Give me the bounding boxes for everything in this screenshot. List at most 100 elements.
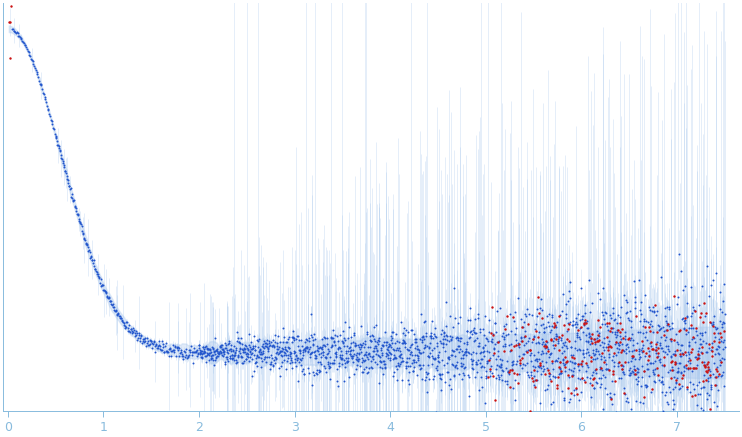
Point <box>631 378 643 385</box>
Point <box>42 105 53 112</box>
Point <box>454 313 466 320</box>
Point <box>671 301 683 308</box>
Point <box>81 240 93 247</box>
Point <box>550 336 562 343</box>
Point <box>265 338 277 345</box>
Point <box>242 354 254 361</box>
Point <box>278 339 289 346</box>
Point <box>367 355 378 362</box>
Point <box>125 327 137 334</box>
Point <box>191 352 203 359</box>
Point <box>379 328 391 335</box>
Point <box>217 348 229 355</box>
Point <box>123 322 135 329</box>
Point <box>563 338 575 345</box>
Point <box>598 316 610 323</box>
Point <box>442 354 454 361</box>
Point <box>535 322 547 329</box>
Point <box>524 346 536 353</box>
Point <box>484 355 496 362</box>
Point <box>227 346 239 353</box>
Point <box>157 343 168 350</box>
Point <box>576 375 588 382</box>
Point <box>603 366 615 373</box>
Point <box>32 73 44 80</box>
Point <box>283 334 295 341</box>
Point <box>303 350 315 357</box>
Point <box>490 396 502 403</box>
Point <box>431 363 443 370</box>
Point <box>56 158 68 165</box>
Point <box>367 353 379 360</box>
Point <box>702 367 714 374</box>
Point <box>703 359 715 366</box>
Point <box>582 339 594 346</box>
Point <box>79 236 91 243</box>
Point <box>305 331 317 338</box>
Point <box>679 315 691 322</box>
Point <box>605 343 617 350</box>
Point <box>511 423 523 430</box>
Point <box>450 353 462 360</box>
Point <box>496 362 508 369</box>
Point <box>559 342 571 349</box>
Point <box>456 376 468 383</box>
Point <box>404 380 416 387</box>
Point <box>224 354 236 361</box>
Point <box>257 343 269 350</box>
Point <box>493 374 505 381</box>
Point <box>589 336 601 343</box>
Point <box>565 294 577 301</box>
Point <box>324 365 335 372</box>
Point <box>449 364 461 371</box>
Point <box>214 342 226 349</box>
Point <box>487 345 499 352</box>
Point <box>384 349 396 356</box>
Point <box>634 277 646 284</box>
Point <box>669 350 681 357</box>
Point <box>596 350 608 357</box>
Point <box>544 328 556 335</box>
Point <box>525 350 536 357</box>
Point <box>685 349 697 356</box>
Point <box>548 323 559 330</box>
Point <box>646 360 658 367</box>
Point <box>562 399 574 406</box>
Point <box>668 401 680 408</box>
Point <box>390 363 401 370</box>
Point <box>695 341 706 348</box>
Point <box>528 366 539 373</box>
Point <box>533 400 545 407</box>
Point <box>599 356 611 363</box>
Point <box>324 376 336 383</box>
Point <box>249 367 260 374</box>
Point <box>444 313 456 320</box>
Point <box>590 346 602 353</box>
Point <box>269 354 281 361</box>
Point <box>646 385 657 392</box>
Point <box>533 356 545 363</box>
Point <box>466 330 478 337</box>
Point <box>547 399 559 406</box>
Point <box>573 345 585 352</box>
Point <box>692 391 704 398</box>
Point <box>78 234 90 241</box>
Point <box>255 350 266 357</box>
Point <box>231 357 243 364</box>
Point <box>307 340 319 347</box>
Point <box>90 268 102 275</box>
Point <box>689 354 701 361</box>
Point <box>631 347 643 354</box>
Point <box>533 348 545 355</box>
Point <box>530 376 542 383</box>
Point <box>389 354 401 361</box>
Point <box>464 328 476 335</box>
Point <box>566 372 578 379</box>
Point <box>226 351 237 358</box>
Point <box>653 357 665 364</box>
Point <box>481 348 493 355</box>
Point <box>176 351 188 358</box>
Point <box>562 326 574 333</box>
Point <box>364 337 376 344</box>
Point <box>375 359 387 366</box>
